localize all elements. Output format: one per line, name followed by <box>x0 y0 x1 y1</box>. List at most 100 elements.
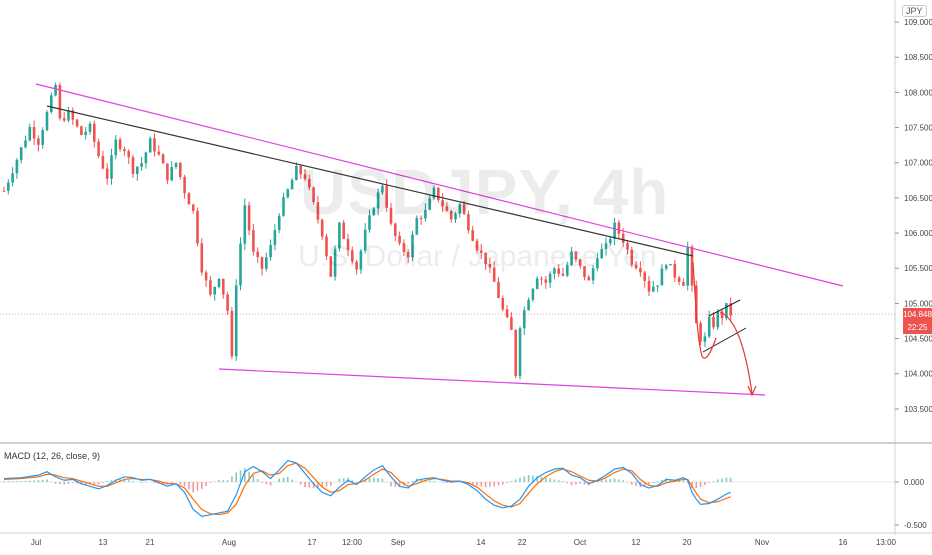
candle-body <box>67 110 70 121</box>
candle-body <box>24 140 27 148</box>
projection-arrow-path <box>719 311 753 394</box>
candle-body <box>381 185 384 193</box>
macd-tick-label: -0.500 <box>904 521 927 530</box>
candle-body <box>630 249 634 265</box>
candle-body <box>652 286 655 292</box>
candle-body <box>411 234 414 258</box>
candle-body <box>282 197 285 216</box>
candle-body <box>256 251 259 258</box>
candle-body <box>299 165 302 175</box>
last-price-label: 104.848 <box>903 308 932 322</box>
candle-body <box>286 189 290 198</box>
candle-body <box>161 154 165 164</box>
candle-body <box>583 266 586 278</box>
candle-body <box>669 264 672 266</box>
time-tick-label: Oct <box>574 538 587 547</box>
candle-body <box>204 272 208 281</box>
candle-body <box>419 218 423 220</box>
candle-body <box>217 278 221 288</box>
candle-body <box>105 168 109 179</box>
projection-curve-drop <box>692 261 717 359</box>
projection-arrow-head <box>747 385 757 397</box>
candle-body <box>471 230 474 241</box>
candle-body <box>234 285 238 357</box>
candle-body <box>415 218 419 235</box>
candle-body <box>716 311 720 328</box>
candle-body <box>273 230 277 246</box>
candle-body <box>325 236 328 257</box>
candle-body <box>277 215 281 231</box>
candle-body <box>97 141 100 157</box>
candle-body <box>316 202 320 220</box>
candle-body <box>505 309 509 318</box>
candle-body <box>566 264 569 276</box>
candle-body <box>664 265 668 269</box>
candle-body <box>389 207 393 224</box>
price-tick-label: 104.500 <box>904 335 932 344</box>
candle-body <box>385 185 388 208</box>
candle-body <box>346 238 350 251</box>
candle-body <box>191 204 195 211</box>
candle-body <box>2 190 6 192</box>
candle-body <box>531 288 535 300</box>
candle-body <box>28 127 32 141</box>
candle-body <box>725 303 728 319</box>
candle-body <box>402 243 406 253</box>
candle-body <box>153 138 156 152</box>
candle-body <box>497 281 500 298</box>
candle-body <box>634 264 638 269</box>
candle-body <box>123 149 126 152</box>
candle-body <box>492 267 496 282</box>
candle-body <box>166 163 169 181</box>
candle-body <box>462 204 466 215</box>
time-tick-label: Aug <box>222 538 236 547</box>
candle-body <box>544 279 548 283</box>
candle-body <box>673 264 677 278</box>
support-line <box>218 368 766 396</box>
candle-body <box>32 127 36 139</box>
candle-body <box>209 280 212 295</box>
candle-body <box>260 257 264 269</box>
candle-body <box>303 174 307 180</box>
candle-body <box>424 209 427 219</box>
candle-body <box>71 110 75 120</box>
currency-scale-label[interactable]: JPY <box>902 5 927 17</box>
time-tick-label: 22 <box>518 538 527 547</box>
time-tick-label: Jul <box>31 538 41 547</box>
candle-body <box>617 222 621 234</box>
price-tick-label: 105.500 <box>904 264 932 273</box>
time-tick-label: Sep <box>391 538 406 547</box>
macd-line <box>3 459 731 518</box>
candle-body <box>41 130 44 145</box>
candle-body <box>118 139 122 150</box>
candle-body <box>484 252 487 265</box>
candle-body <box>518 328 522 376</box>
candle-body <box>252 230 255 252</box>
macd-indicator-title[interactable]: MACD (12, 26, close, 9) <box>4 451 101 461</box>
candle-body <box>213 287 216 295</box>
candle-body <box>110 155 113 179</box>
candle-body <box>445 206 449 212</box>
flag-lower-line <box>702 327 747 353</box>
candle-body <box>639 268 642 273</box>
candle-body <box>677 277 681 282</box>
price-tick-label: 106.000 <box>904 229 932 238</box>
candle-body <box>265 257 268 269</box>
candle-body <box>11 173 14 183</box>
candle-body <box>363 229 367 251</box>
candle-body <box>131 157 135 174</box>
candle-body <box>80 126 83 136</box>
candle-body <box>148 138 152 153</box>
candle-body <box>613 222 616 239</box>
candle-body <box>621 233 625 243</box>
candle-body <box>187 193 191 205</box>
candle-body <box>140 163 143 167</box>
candle-body <box>488 264 492 268</box>
bar-countdown-label: 22:25 <box>903 321 932 335</box>
candle-body <box>574 251 578 260</box>
candle-body <box>432 187 436 199</box>
candle-body <box>703 336 707 342</box>
